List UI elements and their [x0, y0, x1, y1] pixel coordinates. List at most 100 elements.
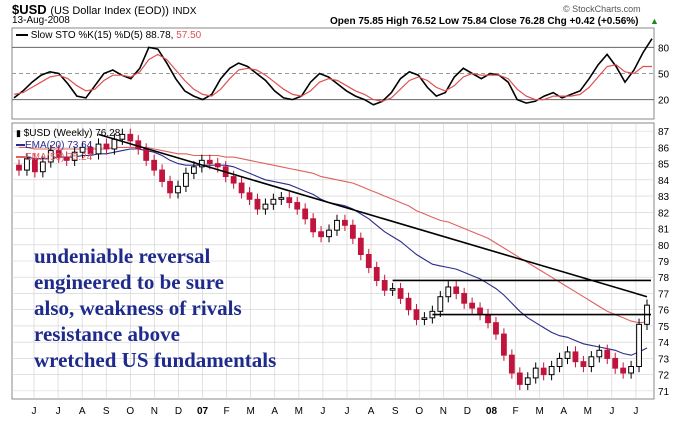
candle-body: [190, 166, 197, 174]
candle: [493, 317, 499, 340]
candle: [469, 297, 476, 314]
candle-body: [349, 224, 356, 239]
candle: [167, 175, 173, 199]
x-tick-label: J: [56, 406, 61, 417]
x-tick-label: J: [320, 406, 325, 417]
candle: [445, 281, 452, 303]
candle-body: [63, 156, 70, 161]
candle-body: [143, 148, 150, 161]
candle: [556, 352, 563, 373]
x-tick-label: A: [368, 406, 375, 417]
price-tick-label: 79: [658, 257, 670, 268]
candle: [294, 196, 301, 215]
candle: [580, 355, 587, 373]
candle-body: [254, 198, 261, 210]
x-tick-label: J: [633, 406, 638, 417]
price-tick-label: 80: [658, 241, 670, 252]
candle: [342, 214, 348, 231]
chart-date: 13-Aug-2008: [12, 15, 70, 26]
price-tick-label: 75: [658, 322, 670, 333]
candle-body: [397, 288, 404, 299]
x-tick-label: D: [464, 406, 471, 417]
candle-body: [270, 198, 277, 205]
sto-k-legend-line-icon: [16, 34, 28, 37]
x-tick-label: A: [79, 406, 86, 417]
candle: [71, 146, 78, 167]
x-tick-label: A: [560, 406, 567, 417]
candle-body: [620, 367, 627, 374]
price-tick-label: 74: [658, 338, 670, 349]
ohlc-readout: Open 75.85 High 76.52 Low 75.84 Close 76…: [330, 16, 639, 27]
stochastic-panel: 80 50 20: [11, 27, 670, 120]
candle-body: [119, 133, 126, 140]
candle-body: [87, 146, 94, 155]
x-tick-label: J: [32, 406, 37, 417]
price-tick-label: 71: [658, 387, 670, 398]
candle-body: [151, 159, 158, 171]
price-tick-label: 78: [658, 273, 670, 284]
candle-body: [167, 180, 173, 194]
candle: [508, 349, 515, 379]
candle-body: [485, 314, 491, 324]
symbol-name: (US Dollar Index (EOD)): [50, 5, 169, 17]
candle-body: [286, 197, 293, 204]
candle-body: [556, 357, 563, 368]
sto-tick-label: 80: [658, 43, 670, 54]
exchange: INDX: [172, 6, 197, 17]
up-arrow-icon: ▲: [650, 16, 659, 26]
candle-body: [302, 208, 309, 220]
candle-body: [413, 309, 420, 320]
x-axis: J J A S O N D 07 F M A M J J A S O N D 08 F M A M J J: [32, 406, 639, 417]
candle-body: [318, 231, 324, 238]
candle: [16, 159, 22, 176]
candle-body: [604, 349, 611, 359]
ema20-line-icon: [16, 144, 25, 147]
candle-body: [357, 237, 364, 256]
candle-body: [453, 286, 460, 294]
descending-trendline: [98, 133, 648, 298]
price-legend: ▮ $USD (Weekly) 76.28 EMA(20) 73.64 EMA(…: [16, 127, 120, 164]
candle-body: [532, 367, 539, 379]
candle-body: [524, 377, 531, 385]
candle-body: [548, 366, 555, 376]
price-legend-entry: ▮ $USD (Weekly) 76.28: [16, 127, 120, 140]
candle-body: [79, 146, 86, 153]
x-tick-label: N: [440, 406, 447, 417]
candle-body: [421, 317, 428, 320]
candle-body: [477, 307, 483, 316]
candle-body: [588, 356, 595, 368]
candle-body: [596, 349, 603, 358]
candle: [453, 281, 460, 300]
price-tick-label: 84: [658, 176, 670, 187]
stockcharts-credit: © StockCharts.com: [563, 4, 641, 14]
price-legend-label: $USD (Weekly) 76.28: [23, 128, 121, 139]
candle-body: [262, 203, 269, 210]
annotation-line-4: resistance above: [34, 322, 181, 346]
chart-header-title: $USD (US Dollar Index (EOD)) INDX: [12, 2, 196, 17]
candle-body: [516, 372, 523, 385]
candle-body: [230, 176, 237, 184]
candle: [501, 328, 507, 361]
x-tick-label: N: [151, 406, 158, 417]
candle: [548, 360, 555, 381]
candle-body: [612, 357, 619, 369]
candle: [596, 344, 603, 363]
x-tick-label: S: [103, 406, 110, 417]
x-tick-label: O: [126, 406, 134, 417]
sto-tick-label: 50: [658, 70, 670, 81]
candle: [87, 141, 94, 160]
candle: [461, 287, 468, 309]
candle: [540, 362, 547, 381]
candle: [397, 282, 404, 305]
candle-body: [636, 323, 642, 368]
stochastic-legend: Slow STO %K(15) %D(5) 88.78, 57.50: [16, 30, 201, 41]
price-tick-label: 82: [658, 208, 670, 219]
candle-body: [405, 297, 412, 311]
candle-body: [564, 351, 571, 359]
candle: [381, 274, 388, 296]
candle: [190, 161, 197, 180]
x-tick-label: F: [224, 406, 230, 417]
candle-body: [159, 169, 165, 182]
ema50-line: [19, 146, 648, 324]
candle-body: [437, 296, 444, 312]
